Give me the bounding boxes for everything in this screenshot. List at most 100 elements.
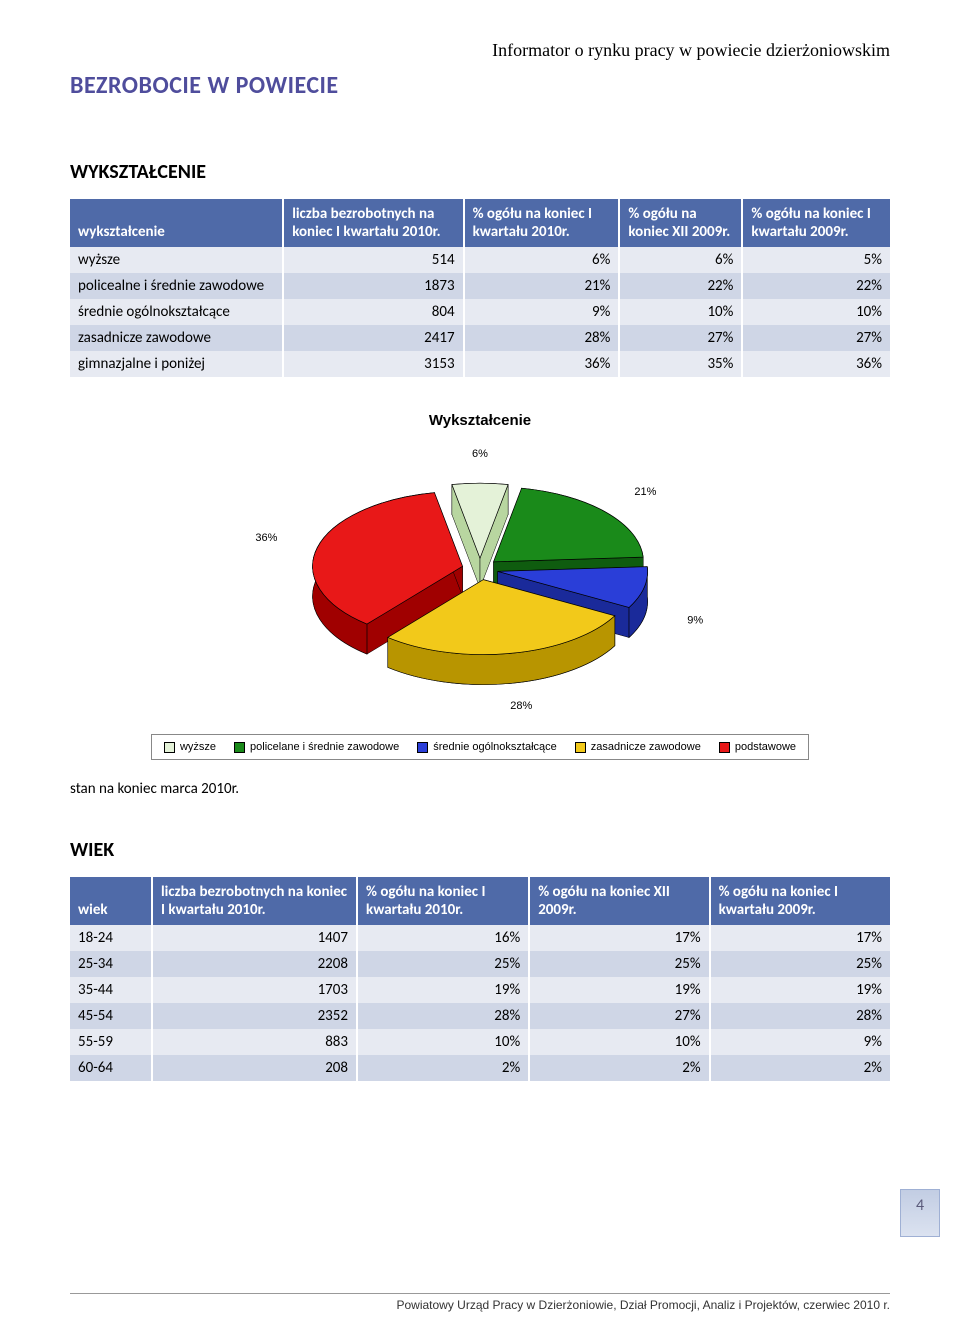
main-heading: BEZROBOCIE W POWIECIE — [70, 71, 890, 100]
table-cell: 208 — [152, 1055, 357, 1081]
pie-chart-container: Wykształcenie 6%21%9%28%36% wyższepolice… — [70, 412, 890, 760]
col-header: % ogółu na koniec I kwartału 2009r. — [710, 877, 890, 925]
chart-note: stan na koniec marca 2010r. — [70, 780, 890, 798]
col-header: % ogółu na koniec I kwartału 2010r. — [464, 199, 620, 247]
table-cell: 36% — [464, 351, 620, 377]
legend-item: podstawowe — [719, 741, 796, 753]
table-cell: 36% — [742, 351, 890, 377]
footer-text: Powiatowy Urząd Pracy w Dzierżoniowie, D… — [70, 1293, 890, 1312]
table-row: 18-24140716%17%17% — [70, 925, 890, 951]
legend-item: zasadnicze zawodowe — [575, 741, 701, 753]
age-table: wiek liczba bezrobotnych na koniec I kwa… — [70, 877, 890, 1081]
legend-label: średnie ogólnokształcące — [433, 741, 557, 753]
table-cell: 5% — [742, 247, 890, 273]
col-header: % ogółu na koniec XII 2009r. — [529, 877, 709, 925]
table-cell: policealne i średnie zawodowe — [70, 273, 283, 299]
legend-item: wyższe — [164, 741, 216, 753]
table-cell: 10% — [742, 299, 890, 325]
document-page: Informator o rynku pracy w powiecie dzie… — [0, 0, 960, 1337]
table-cell: 27% — [742, 325, 890, 351]
section2-heading: WIEK — [70, 838, 890, 862]
table-cell: 35% — [619, 351, 742, 377]
table-header-row: wiek liczba bezrobotnych na koniec I kwa… — [70, 877, 890, 925]
table-cell: 9% — [464, 299, 620, 325]
table-cell: 19% — [357, 977, 529, 1003]
svg-text:36%: 36% — [255, 532, 277, 544]
table-row: zasadnicze zawodowe241728%27%27% — [70, 325, 890, 351]
table-cell: średnie ogólnokształcące — [70, 299, 283, 325]
legend-swatch — [575, 742, 586, 753]
legend-label: policelane i średnie zawodowe — [250, 741, 399, 753]
legend-item: średnie ogólnokształcące — [417, 741, 557, 753]
svg-text:21%: 21% — [634, 486, 656, 498]
table-cell: 21% — [464, 273, 620, 299]
page-number-badge: 4 — [900, 1189, 940, 1237]
table-cell: 2% — [357, 1055, 529, 1081]
page-number: 4 — [916, 1196, 924, 1215]
table-row: 60-642082%2%2% — [70, 1055, 890, 1081]
col-header: wykształcenie — [70, 199, 283, 247]
col-header: % ogółu na koniec I kwartału 2009r. — [742, 199, 890, 247]
table-cell: gimnazjalne i poniżej — [70, 351, 283, 377]
table-cell: 10% — [619, 299, 742, 325]
chart-title: Wykształcenie — [70, 412, 890, 429]
table-cell: 22% — [619, 273, 742, 299]
legend-swatch — [719, 742, 730, 753]
table-cell: zasadnicze zawodowe — [70, 325, 283, 351]
svg-text:9%: 9% — [687, 614, 703, 626]
table-row: 45-54235228%27%28% — [70, 1003, 890, 1029]
table-cell: 3153 — [283, 351, 463, 377]
table-row: 35-44170319%19%19% — [70, 977, 890, 1003]
table-cell: 514 — [283, 247, 463, 273]
svg-text:28%: 28% — [510, 700, 532, 712]
table-row: 25-34220825%25%25% — [70, 951, 890, 977]
table-row: gimnazjalne i poniżej315336%35%36% — [70, 351, 890, 377]
table-cell: 6% — [619, 247, 742, 273]
table-cell: 6% — [464, 247, 620, 273]
legend-label: podstawowe — [735, 741, 796, 753]
table-row: wyższe5146%6%5% — [70, 247, 890, 273]
header-right-text: Informator o rynku pracy w powiecie dzie… — [70, 40, 890, 61]
education-table: wykształcenie liczba bezrobotnych na kon… — [70, 199, 890, 377]
table-cell: 17% — [710, 925, 890, 951]
table-cell: 9% — [710, 1029, 890, 1055]
section1-heading: WYKSZTAŁCENIE — [70, 160, 890, 184]
table-cell: 2352 — [152, 1003, 357, 1029]
table-cell: 28% — [357, 1003, 529, 1029]
table-cell: 25% — [357, 951, 529, 977]
table-cell: 27% — [619, 325, 742, 351]
table-cell: 16% — [357, 925, 529, 951]
pie-chart: 6%21%9%28%36% — [200, 439, 760, 719]
table-cell: 35-44 — [70, 977, 152, 1003]
table-cell: 2% — [529, 1055, 709, 1081]
table-cell: 10% — [529, 1029, 709, 1055]
table-row: średnie ogólnokształcące8049%10%10% — [70, 299, 890, 325]
col-header: % ogółu na koniec I kwartału 2010r. — [357, 877, 529, 925]
col-header: % ogółu na koniec XII 2009r. — [619, 199, 742, 247]
legend-swatch — [164, 742, 175, 753]
chart-legend: wyższe policelane i średnie zawodowe średn… — [151, 734, 809, 760]
legend-label: wyższe — [180, 741, 216, 753]
legend-label: zasadnicze zawodowe — [591, 741, 701, 753]
col-header: liczba bezrobotnych na koniec I kwartału… — [283, 199, 463, 247]
legend-item: policelane i średnie zawodowe — [234, 741, 399, 753]
table-cell: 55-59 — [70, 1029, 152, 1055]
table-cell: 19% — [710, 977, 890, 1003]
table-cell: 25% — [529, 951, 709, 977]
table-cell: 27% — [529, 1003, 709, 1029]
table-cell: 2208 — [152, 951, 357, 977]
table-cell: 10% — [357, 1029, 529, 1055]
table-cell: 2% — [710, 1055, 890, 1081]
table-cell: 17% — [529, 925, 709, 951]
col-header: liczba bezrobotnych na koniec I kwartału… — [152, 877, 357, 925]
table-cell: 1873 — [283, 273, 463, 299]
col-header: wiek — [70, 877, 152, 925]
table-cell: 45-54 — [70, 1003, 152, 1029]
table-cell: 2417 — [283, 325, 463, 351]
table-cell: 25% — [710, 951, 890, 977]
table-row: 55-5988310%10%9% — [70, 1029, 890, 1055]
table-cell: 804 — [283, 299, 463, 325]
table-cell: 883 — [152, 1029, 357, 1055]
legend-swatch — [234, 742, 245, 753]
table-cell: 25-34 — [70, 951, 152, 977]
